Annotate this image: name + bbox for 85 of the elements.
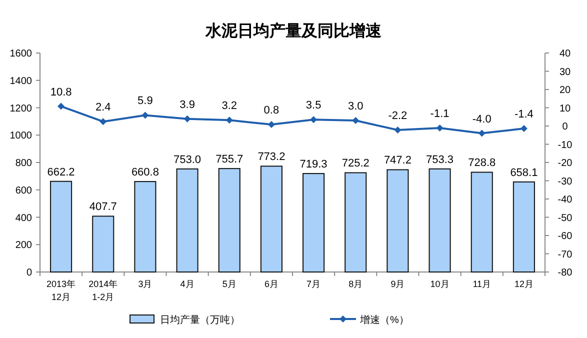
bar (50, 180, 72, 272)
point (436, 124, 444, 132)
x-tick-label: 6月 (264, 279, 278, 289)
data-label: 3.5 (306, 100, 322, 112)
x-tick-label: 10月 (430, 279, 450, 289)
y-tick-label: 1600 (10, 48, 32, 60)
data-label: 3.0 (348, 100, 364, 113)
data-label: 5.9 (138, 95, 153, 108)
data-label: 658.1 (510, 166, 538, 179)
x-tick-label: 7月 (306, 279, 321, 289)
y-tick-label: 1200 (10, 103, 32, 114)
y-tick-label: 1000 (10, 130, 32, 142)
data-label: 773.2 (258, 151, 286, 164)
point (226, 116, 233, 124)
y2-tick-label: -70 (558, 249, 573, 260)
y2-tick-label: -60 (558, 231, 573, 242)
point (268, 121, 275, 128)
y-tick-label: 1400 (10, 76, 32, 87)
bar (428, 168, 451, 272)
point (394, 126, 402, 134)
y2-tick-label: -10 (558, 140, 573, 151)
data-label: 719.3 (300, 158, 328, 171)
point (478, 130, 486, 137)
x-tick-label: 5月 (222, 279, 236, 289)
bar (344, 172, 367, 272)
data-label: 728.8 (468, 157, 496, 170)
point (310, 116, 318, 124)
y-tick-label: 800 (15, 158, 32, 169)
legend-label: 增速（%） (359, 314, 409, 326)
y2-tick-label: 20 (559, 85, 571, 96)
point (142, 112, 149, 119)
y2-tick-label: 10 (559, 103, 571, 114)
data-label: 0.8 (264, 104, 280, 117)
x-tick-label: 3月 (138, 279, 152, 289)
y-tick-label: 600 (15, 185, 32, 196)
y2-tick-label: 30 (559, 66, 571, 78)
bar (512, 181, 535, 272)
bar (302, 173, 325, 272)
bar (470, 172, 493, 272)
data-label: 3.9 (180, 98, 195, 111)
data-label: 753.3 (426, 154, 454, 166)
data-label: 753.0 (174, 154, 202, 166)
y2-tick-label: -20 (558, 158, 573, 169)
data-label: 747.2 (384, 154, 412, 167)
bar (92, 216, 114, 272)
data-label: -2.2 (388, 110, 408, 122)
data-label: 10.8 (50, 86, 72, 98)
x-tick-label: 11月 (472, 279, 492, 289)
y2-tick-label: -50 (558, 212, 573, 224)
y2-tick-label: 40 (559, 48, 571, 60)
y2-tick-label: -30 (558, 176, 573, 188)
data-label: -4.0 (472, 113, 492, 126)
data-label: -1.4 (514, 108, 534, 121)
bar (260, 166, 282, 272)
y-tick-label: 400 (15, 212, 32, 224)
bar (176, 168, 198, 272)
data-label: 2.4 (95, 102, 111, 114)
x-tick-label: 2014年 1-2月 (88, 279, 118, 302)
data-label: 662.2 (47, 166, 75, 178)
y2-tick-label: -80 (558, 268, 573, 278)
bar (134, 181, 156, 272)
point (520, 125, 528, 132)
bar (218, 168, 240, 272)
y2-tick-label: 0 (562, 122, 568, 132)
x-tick-label: 9月 (390, 279, 405, 289)
data-label: -1.1 (430, 108, 450, 120)
data-label: 755.7 (216, 154, 244, 166)
y-tick-label: 200 (15, 240, 32, 252)
point (58, 102, 65, 110)
data-label: 660.8 (131, 166, 159, 179)
point (100, 118, 107, 126)
point (184, 115, 191, 122)
x-tick-label: 2013年 12月 (46, 279, 76, 302)
bar (386, 169, 409, 272)
legend-label: 日均产量（万吨） (160, 314, 240, 326)
y2-tick-label: -40 (558, 194, 573, 206)
x-tick-label: 4月 (180, 279, 194, 289)
x-tick-label: 12月 (514, 279, 534, 289)
data-label: 407.7 (89, 201, 117, 214)
x-tick-label: 8月 (348, 279, 363, 289)
data-label: 3.2 (222, 100, 238, 112)
data-label: 725.2 (342, 158, 370, 170)
point (352, 117, 360, 124)
y-tick-label: 0 (26, 268, 32, 278)
chart-title: 水泥日均产量及同比增速 (204, 22, 382, 40)
